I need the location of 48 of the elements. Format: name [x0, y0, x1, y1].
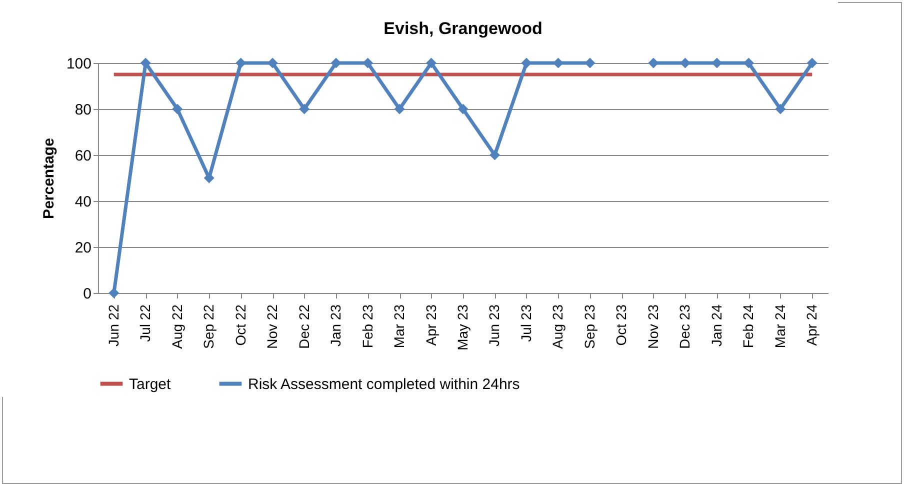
chart-title: Evish, Grangewood	[384, 19, 542, 38]
x-tick-label: Jul 22	[137, 304, 154, 342]
x-tick-label: Sep 22	[200, 304, 217, 349]
x-tick-label: Sep 23	[581, 304, 598, 349]
x-tick-label: Nov 22	[264, 304, 280, 349]
x-tick-label: Feb 23	[359, 304, 376, 348]
y-tick-label: 40	[74, 194, 92, 210]
point	[299, 104, 310, 114]
x-tick-label: Mar 24	[772, 304, 788, 348]
point	[775, 104, 786, 114]
x-tick-label: Jan 24	[708, 304, 724, 347]
x-tick-label: Nov 23	[644, 304, 661, 349]
point	[806, 58, 818, 68]
y-tick-label: 100	[66, 56, 92, 72]
legend-label: Risk Assessment completed within 24hrs	[248, 376, 520, 393]
x-tick-label: Dec 22	[296, 304, 312, 349]
point	[394, 104, 405, 114]
x-tick-label: Dec 23	[676, 304, 693, 349]
point	[426, 58, 437, 68]
legend-label: Target	[129, 376, 172, 393]
x-tick-label: May 23	[454, 304, 470, 350]
y-tick-label: 60	[74, 148, 92, 164]
y-tick-label: 0	[83, 286, 92, 302]
x-tick-label: Mar 23	[391, 304, 408, 348]
x-tick-label: Feb 24	[740, 304, 756, 348]
point	[489, 150, 500, 160]
y-tick-label: 80	[74, 102, 92, 118]
y-tick-label: 20	[74, 240, 92, 256]
y-axis-title: Percentage	[40, 138, 58, 219]
point	[458, 104, 468, 114]
point	[584, 58, 596, 68]
x-tick-label: Jan 23	[328, 304, 344, 347]
x-tick-label: Jun 23	[486, 304, 502, 347]
point	[362, 58, 374, 68]
x-tick-label: Aug 23	[550, 304, 566, 349]
x-tick-label: Jul 23	[518, 304, 534, 342]
point	[108, 288, 120, 298]
x-tick-label: Apr 23	[422, 304, 439, 346]
point	[172, 104, 183, 114]
point	[267, 58, 278, 68]
point	[330, 58, 342, 68]
x-tick-label: Jun 22	[105, 304, 122, 347]
point	[521, 58, 532, 68]
x-tick-label: Oct 23	[613, 304, 630, 346]
x-tick-label: Oct 22	[232, 304, 248, 346]
x-tick-label: Apr 24	[804, 304, 820, 346]
x-tick-label: Aug 22	[168, 304, 185, 349]
point	[648, 58, 659, 68]
